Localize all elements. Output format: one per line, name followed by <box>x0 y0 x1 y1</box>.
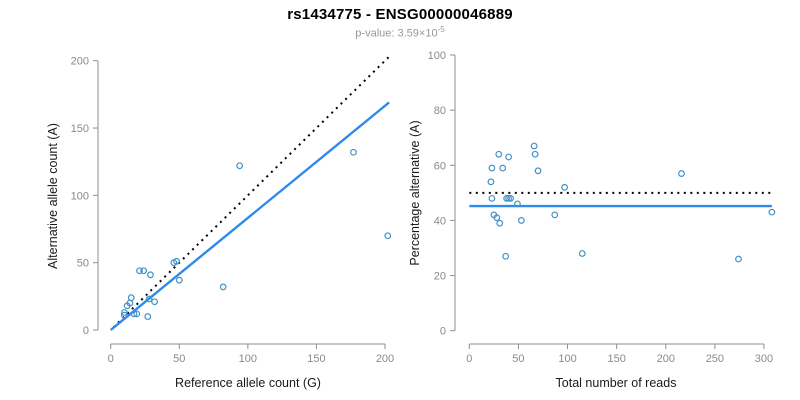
figure-title: rs1434775 - ENSG00000046889 <box>287 6 513 23</box>
x-tick-label: 100 <box>239 353 257 365</box>
data-point <box>530 142 538 150</box>
data-point <box>768 208 776 216</box>
y-tick-label: 0 <box>440 326 446 338</box>
data-point <box>735 255 742 263</box>
data-point <box>503 194 511 202</box>
right-data-points <box>487 142 776 263</box>
data-point <box>147 271 154 279</box>
regression-line <box>109 101 390 331</box>
data-point <box>121 309 128 316</box>
y-tick-label: 60 <box>434 160 446 172</box>
identity-line <box>112 55 390 329</box>
data-point <box>236 162 244 170</box>
data-point <box>488 164 496 172</box>
data-point <box>505 153 512 161</box>
x-tick-label: 50 <box>173 353 185 365</box>
data-point <box>151 298 158 306</box>
data-point <box>534 167 542 175</box>
data-point <box>496 219 504 227</box>
x-axis-title: Total number of reads <box>556 376 677 390</box>
x-tick-label: 200 <box>376 353 394 365</box>
left-data-points <box>121 148 392 320</box>
x-tick-label: 0 <box>108 353 114 365</box>
data-point <box>127 294 135 302</box>
data-point <box>350 148 357 156</box>
data-point <box>499 164 507 172</box>
data-point <box>130 310 138 318</box>
x-tick-label: 50 <box>512 353 524 365</box>
data-point <box>531 150 539 158</box>
x-tick-label: 250 <box>706 353 724 365</box>
data-point <box>678 170 685 177</box>
y-axis-title: Alternative allele count (A) <box>46 123 60 269</box>
data-point <box>505 194 512 202</box>
data-point <box>561 183 568 191</box>
data-point <box>493 214 501 222</box>
left-scatter-panel: 0 50 100 150 200 0 50 100 150 200 Reference allele… <box>46 56 394 390</box>
x-tick-label: 0 <box>466 353 472 365</box>
y-tick-label: 100 <box>71 190 89 202</box>
y-tick-label: 150 <box>71 123 89 135</box>
data-point <box>173 257 180 265</box>
x-tick-label: 200 <box>657 353 675 365</box>
x-tick-label: 100 <box>558 353 576 365</box>
data-point <box>495 150 503 158</box>
y-tick-label: 20 <box>434 271 446 283</box>
y-tick-label: 0 <box>83 325 89 337</box>
figure-subtitle: p-value: 3.59×10-5 <box>0 25 800 40</box>
y-tick-label: 200 <box>71 56 89 68</box>
data-point <box>133 310 141 318</box>
right-scatter-panel: 0 20 40 60 80 100 0 50 100 150 200 250 300 Total numb… <box>408 50 776 390</box>
data-point <box>502 252 510 260</box>
data-point <box>175 276 183 284</box>
data-point <box>219 283 227 291</box>
x-axis-title: Reference allele count (G) <box>175 376 321 390</box>
data-point <box>507 194 514 202</box>
data-point <box>144 313 152 320</box>
y-tick-label: 50 <box>77 258 89 270</box>
p-value-text: p-value: 3.59×10 <box>355 27 438 40</box>
data-point <box>487 178 495 186</box>
data-point <box>517 217 525 224</box>
data-point <box>488 194 496 202</box>
data-point <box>136 267 143 275</box>
data-point <box>145 295 153 303</box>
data-point <box>384 232 392 240</box>
p-value-exponent: -5 <box>437 25 445 34</box>
x-tick-label: 150 <box>307 353 325 365</box>
x-tick-label: 300 <box>755 353 773 365</box>
data-point <box>121 311 128 319</box>
y-axis-title: Percentage alternative (A) <box>408 120 422 265</box>
y-tick-label: 100 <box>428 50 446 62</box>
data-point <box>578 250 586 257</box>
y-tick-label: 40 <box>434 215 446 227</box>
data-point <box>140 267 148 275</box>
data-point <box>514 200 521 208</box>
x-tick-label: 150 <box>607 353 625 365</box>
y-tick-label: 80 <box>434 105 446 117</box>
data-point <box>551 211 559 219</box>
